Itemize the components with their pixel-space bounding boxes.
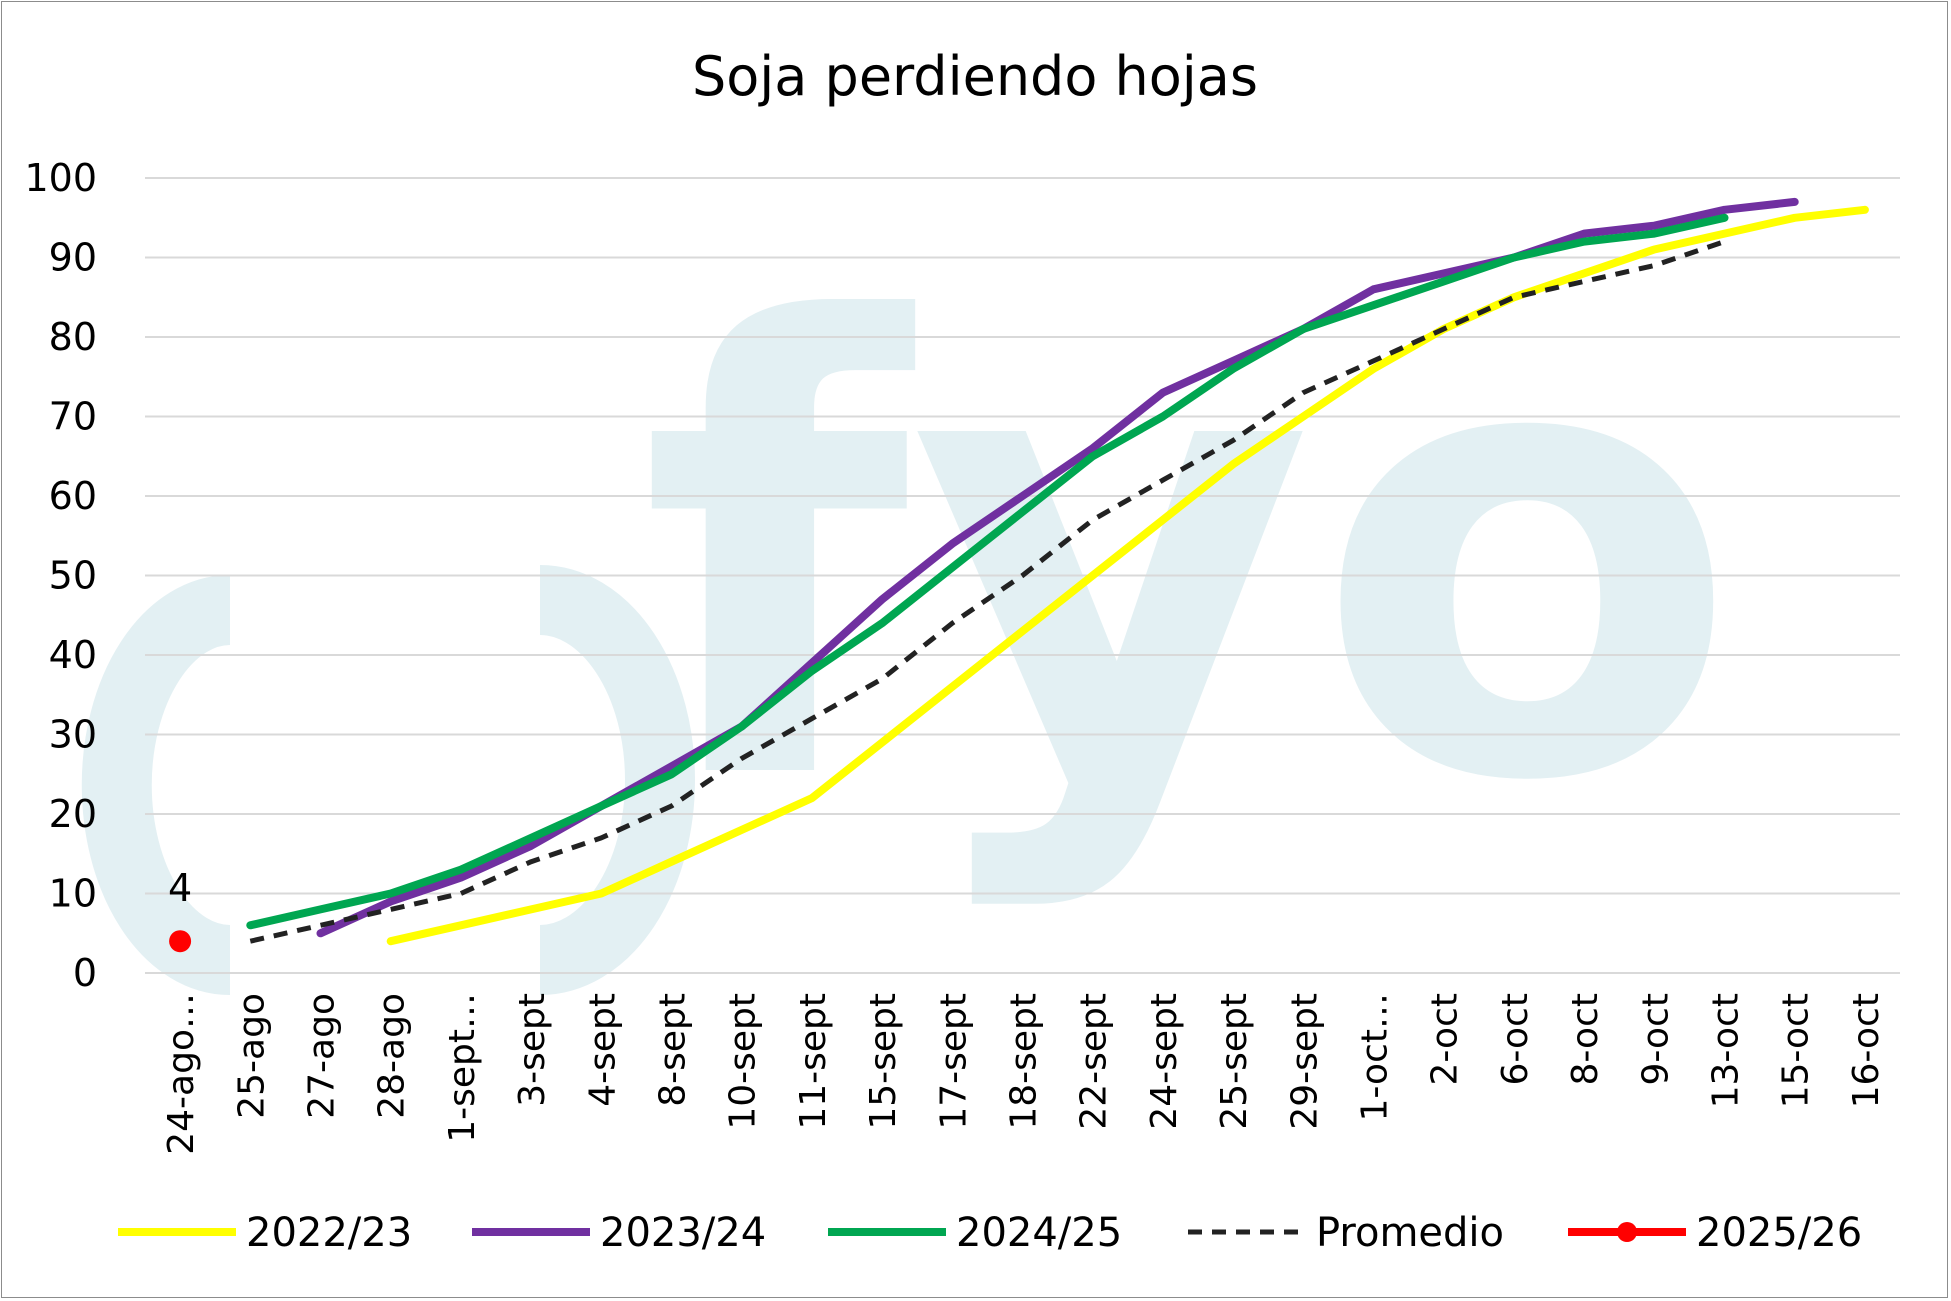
y-tick-label: 100	[24, 156, 97, 200]
legend-label-2025-26: 2025/26	[1696, 1210, 1862, 1256]
x-tick-label: 10-sept	[723, 993, 764, 1130]
legend-label-promedio: Promedio	[1316, 1210, 1504, 1256]
x-tick-label: 28-ago	[372, 993, 413, 1119]
x-tick-label: 11-sept	[793, 993, 834, 1130]
legend-label-2023-24: 2023/24	[600, 1210, 766, 1256]
y-tick-label: 70	[49, 395, 97, 439]
x-tick-label: 25-sept	[1214, 993, 1255, 1130]
series-line-promedio	[249, 239, 1726, 944]
x-tick-label: 27-ago	[302, 993, 343, 1119]
x-tick-label: 3-sept	[512, 993, 553, 1107]
x-tick-label: 24-sept	[1144, 993, 1185, 1130]
x-tick-label: 17-sept	[933, 993, 974, 1130]
x-tick-label: 8-oct	[1565, 993, 1606, 1086]
x-tick-label: 13-oct	[1706, 993, 1747, 1108]
gridlines	[145, 177, 1900, 974]
x-axis-ticks: 24-ago… 25-ago 27-ago 28-ago 1-sept… 3-sept 4-…	[161, 993, 1887, 1155]
x-tick-label: 18-sept	[1004, 993, 1045, 1130]
x-tick-label: 1-sept…	[442, 993, 483, 1143]
y-tick-label: 50	[49, 554, 97, 598]
x-tick-label: 29-sept	[1284, 993, 1325, 1130]
legend-marker-2025-26	[1617, 1222, 1637, 1242]
y-tick-label: 20	[49, 792, 97, 836]
y-tick-label: 60	[49, 474, 97, 518]
x-tick-label: 9-oct	[1635, 993, 1676, 1086]
legend-label-2024-25: 2024/25	[956, 1210, 1122, 1256]
x-tick-label: 22-sept	[1074, 993, 1115, 1130]
y-tick-label: 40	[49, 633, 97, 677]
x-tick-label: 15-sept	[863, 993, 904, 1130]
legend-label-2022-23: 2022/23	[246, 1210, 412, 1256]
y-tick-label: 0	[73, 951, 97, 995]
y-tick-label: 80	[49, 315, 97, 359]
y-tick-label: 30	[49, 713, 97, 757]
data-label-2025-26: 4	[168, 866, 192, 910]
chart-title: Soja perdiendo hojas	[692, 45, 1258, 108]
data-labels: 4	[168, 866, 192, 910]
y-tick-label: 90	[49, 236, 97, 280]
watermark: fyo	[81, 196, 1740, 995]
x-tick-label: 15-oct	[1776, 993, 1817, 1108]
series-line-2024-25	[246, 213, 1729, 930]
x-tick-label: 25-ago	[231, 993, 272, 1119]
legend: 2022/23 2023/24 2024/25 Promedio 2025/26	[118, 1210, 1862, 1256]
y-tick-label: 10	[49, 872, 97, 916]
y-axis-ticks: 0 10 20 30 40 50 60 70 80 90 100	[24, 156, 97, 995]
x-tick-label: 24-ago…	[161, 993, 202, 1155]
series-lines	[169, 197, 1869, 953]
x-tick-label: 1-oct…	[1355, 993, 1396, 1122]
x-tick-label: 16-oct	[1846, 993, 1887, 1108]
series-line-2022-23	[386, 205, 1869, 946]
x-tick-label: 6-oct	[1495, 993, 1536, 1086]
x-tick-label: 8-sept	[653, 993, 694, 1107]
x-tick-label: 4-sept	[582, 993, 623, 1107]
watermark-text: fyo	[640, 196, 1740, 917]
x-tick-label: 2-oct	[1425, 993, 1466, 1086]
point-2025-26	[169, 930, 192, 953]
